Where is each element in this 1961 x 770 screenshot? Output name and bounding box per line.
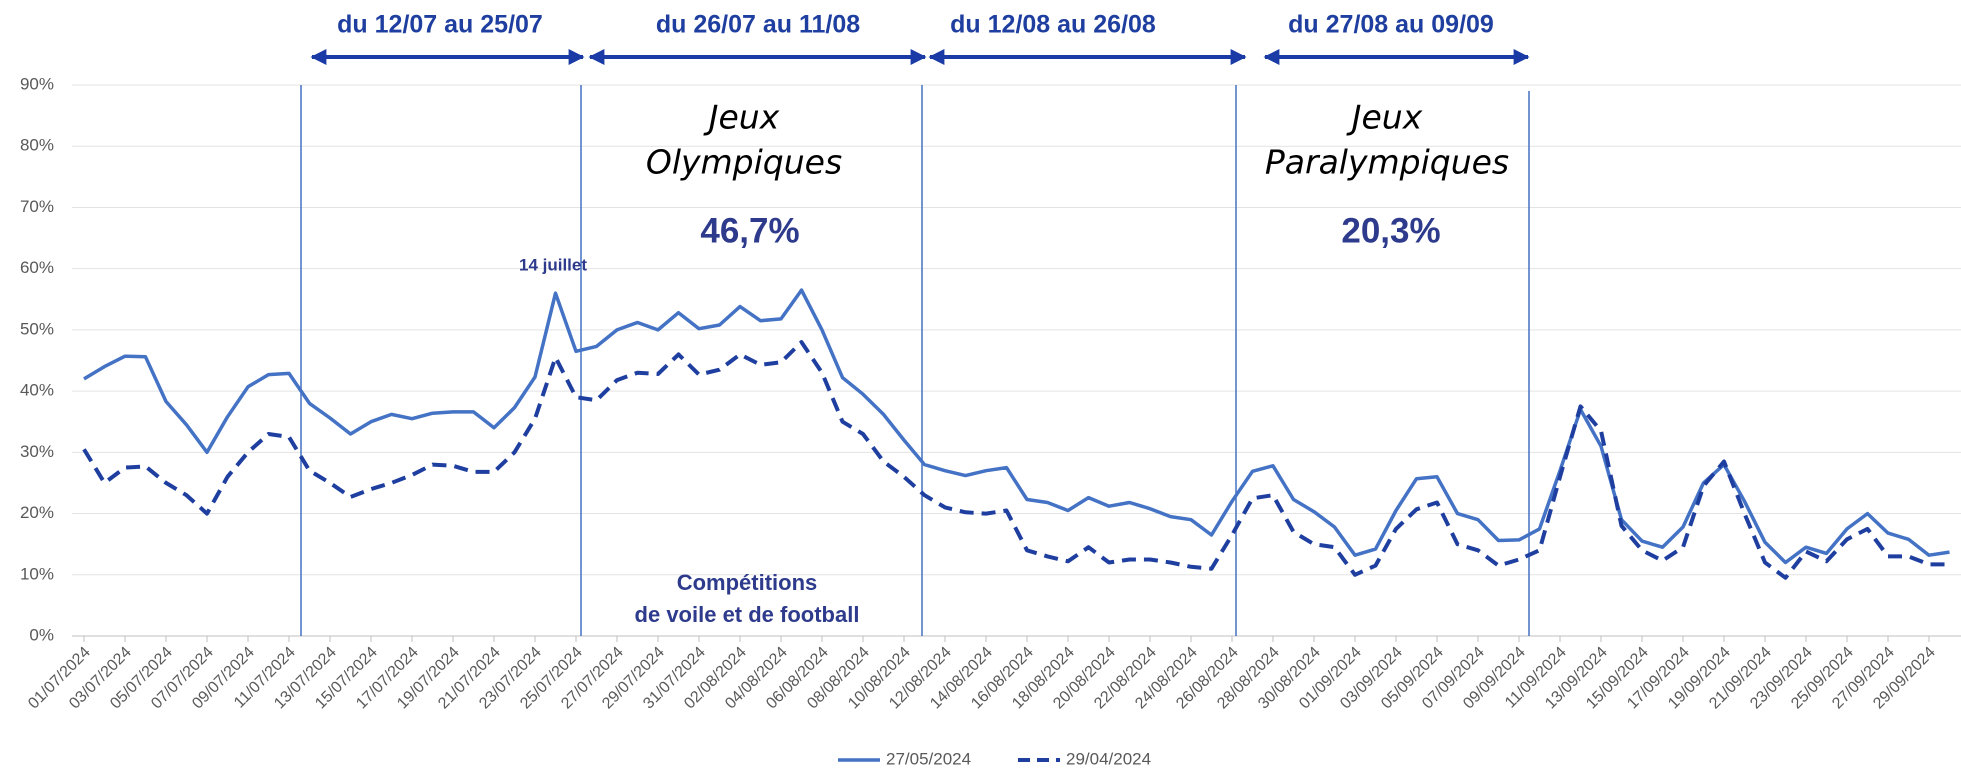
- games-value: 20,3%: [1341, 211, 1440, 250]
- games-title: Paralympiques: [1265, 143, 1509, 182]
- y-tick-label: 90%: [20, 74, 54, 93]
- sailing-note: de voile et de football: [635, 602, 860, 627]
- games-title: Jeux: [1346, 98, 1423, 137]
- y-tick-label: 30%: [20, 442, 54, 461]
- period-label: du 27/08 au 09/09: [1288, 11, 1494, 39]
- series-line: [83, 288, 1950, 565]
- y-tick-label: 80%: [20, 136, 54, 155]
- plot: [82, 288, 1950, 580]
- y-tick-label: 40%: [20, 381, 54, 400]
- sailing-note: Compétitions: [677, 570, 818, 595]
- y-tick-label: 60%: [20, 258, 54, 277]
- legend-label: 29/04/2024: [1066, 749, 1151, 768]
- games-title: Jeux: [703, 98, 780, 137]
- y-tick-label: 20%: [20, 503, 54, 522]
- y-tick-label: 0%: [29, 625, 54, 644]
- period-label: du 26/07 au 11/08: [656, 11, 860, 39]
- period-dividers: [300, 49, 1530, 636]
- series-line: [82, 340, 1950, 580]
- y-tick-label: 10%: [20, 564, 54, 583]
- period-label: du 12/07 au 25/07: [337, 11, 543, 39]
- period-label: du 12/08 au 26/08: [950, 11, 1156, 39]
- games-value: 46,7%: [700, 211, 799, 250]
- peak-note: 14 juillet: [519, 255, 587, 274]
- grid: 0%10%20%30%40%50%60%70%80%90%01/07/20240…: [20, 74, 1961, 712]
- games-title: Olympiques: [646, 143, 842, 182]
- y-tick-label: 70%: [20, 197, 54, 216]
- y-tick-label: 50%: [20, 319, 54, 338]
- legend-label: 27/05/2024: [886, 749, 971, 768]
